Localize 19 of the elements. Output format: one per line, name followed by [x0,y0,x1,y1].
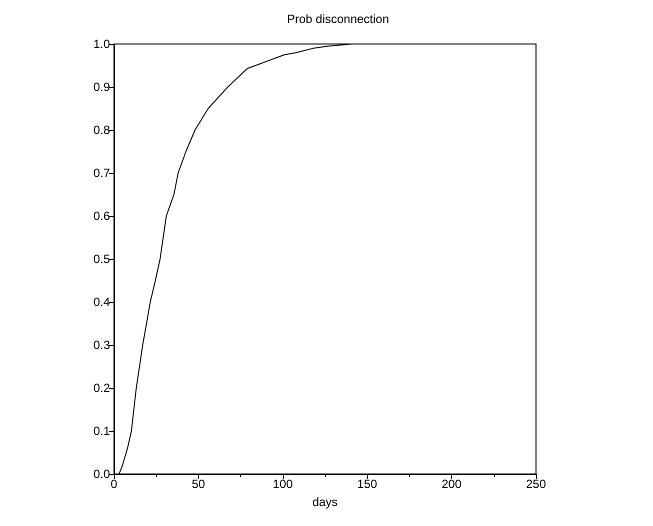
x-tick-label: 100 [272,477,294,491]
y-tick-label: 0.5 [93,252,110,266]
y-tick-label: 0.1 [93,424,110,438]
y-tick-label: 0.4 [93,295,110,309]
y-tick-label: 0.8 [93,123,110,137]
y-tick-label: 0.6 [93,209,110,223]
x-tick-label: 250 [526,477,546,491]
x-tick-label: 200 [442,477,462,491]
y-tick-label: 0.9 [93,80,110,94]
y-tick-label: 0.2 [93,381,110,395]
x-tick-label: 0 [110,477,118,491]
chart-title: Prob disconnection [286,12,390,26]
y-tick-label: 0.3 [93,338,110,352]
x-tick-label: 50 [192,477,206,491]
y-tick-label: 0.7 [93,166,110,180]
x-axis-title: days [312,495,338,509]
y-tick-label: 0.0 [93,467,110,481]
y-tick-label: 1.0 [93,37,110,51]
x-tick-label: 150 [357,477,378,491]
